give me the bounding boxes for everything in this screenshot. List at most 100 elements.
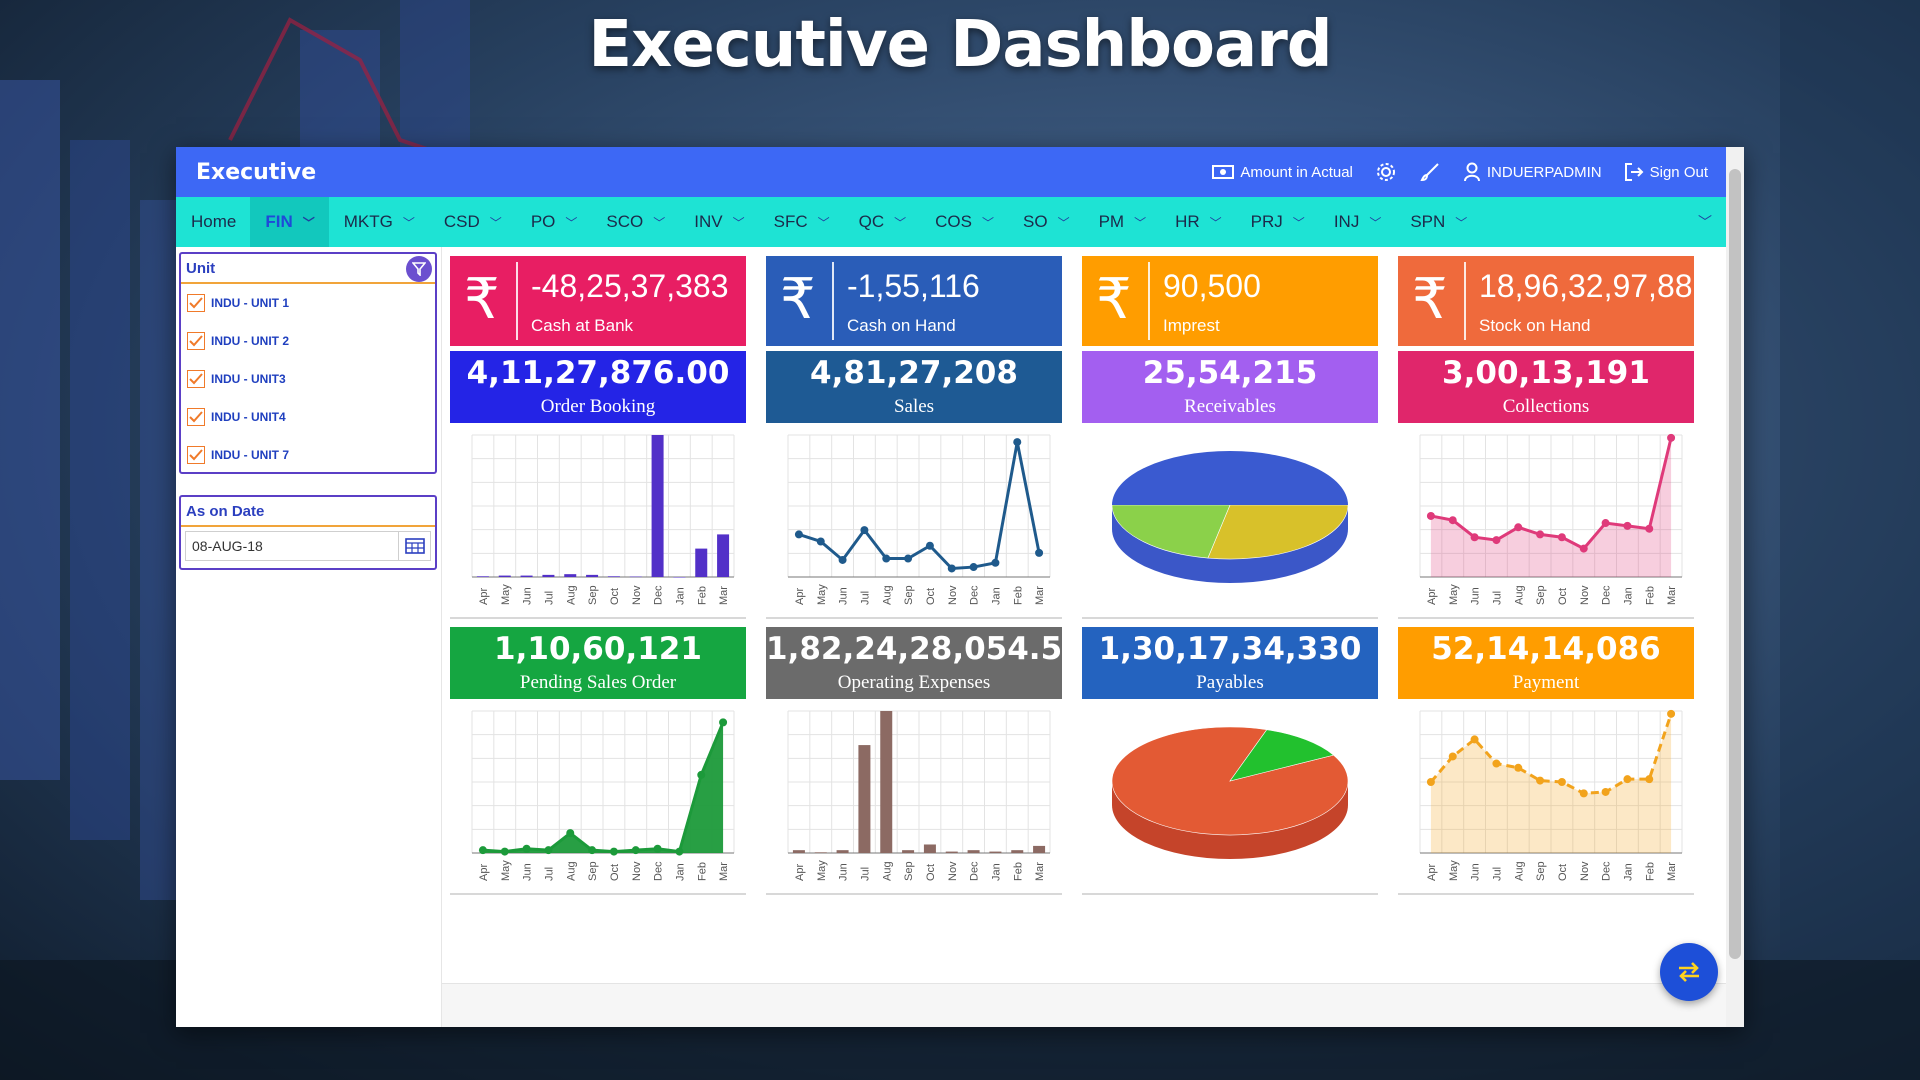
data-point[interactable]: [991, 558, 1000, 567]
unit-checkbox[interactable]: [187, 408, 205, 426]
bar[interactable]: [695, 548, 708, 577]
sign-out-button[interactable]: Sign Out: [1624, 162, 1708, 182]
bar[interactable]: [792, 850, 805, 853]
data-point[interactable]: [1623, 521, 1632, 530]
data-point[interactable]: [1557, 778, 1566, 786]
metric-tile-order-booking[interactable]: 4,11,27,876.00 Order Booking: [450, 351, 746, 423]
scrollbar[interactable]: [1726, 147, 1744, 1027]
scroll-thumb[interactable]: [1729, 169, 1741, 959]
metric-tile-receivables[interactable]: 25,54,215 Receivables: [1082, 351, 1378, 423]
unit-option[interactable]: INDU - UNIT3: [181, 360, 435, 398]
bar[interactable]: [498, 575, 511, 577]
calendar-button[interactable]: [398, 532, 430, 560]
data-point[interactable]: [478, 846, 487, 855]
data-point[interactable]: [1426, 511, 1435, 520]
nav-item-inj[interactable]: INJ ﹀: [1319, 197, 1396, 247]
theme-button[interactable]: [1419, 161, 1441, 183]
nav-item-sfc[interactable]: SFC ﹀: [759, 197, 844, 247]
unit-checkbox[interactable]: [187, 332, 205, 350]
data-point[interactable]: [1448, 516, 1457, 525]
data-point[interactable]: [882, 554, 891, 563]
data-point[interactable]: [1470, 735, 1479, 744]
bar[interactable]: [520, 575, 533, 577]
data-point[interactable]: [1448, 752, 1457, 761]
data-point[interactable]: [1013, 438, 1022, 447]
data-point[interactable]: [544, 846, 553, 855]
data-point[interactable]: [1557, 533, 1566, 542]
data-point[interactable]: [588, 846, 597, 855]
nav-item-hr[interactable]: HR ﹀: [1160, 197, 1236, 247]
data-point[interactable]: [1426, 778, 1435, 786]
data-point[interactable]: [1514, 523, 1523, 532]
pie-slice[interactable]: [1111, 504, 1231, 559]
data-point[interactable]: [860, 526, 869, 535]
metric-tile-sales[interactable]: 4,81,27,208 Sales: [766, 351, 1062, 423]
data-point[interactable]: [969, 563, 978, 572]
bar[interactable]: [1033, 845, 1046, 853]
data-point[interactable]: [653, 844, 662, 853]
bar[interactable]: [717, 534, 730, 577]
bar[interactable]: [836, 850, 849, 853]
bar[interactable]: [629, 576, 642, 578]
unit-option[interactable]: INDU - UNIT 1: [181, 284, 435, 322]
metric-tile-operating-expenses[interactable]: 1,82,24,28,054.51 Operating Expenses: [766, 627, 1084, 699]
nav-item-qc[interactable]: QC ﹀: [844, 197, 921, 247]
nav-item-mktg[interactable]: MKTG ﹀: [329, 197, 429, 247]
settings-button[interactable]: [1375, 161, 1397, 183]
data-point[interactable]: [904, 554, 913, 563]
data-point[interactable]: [697, 770, 706, 779]
metric-tile-payables[interactable]: 1,30,17,34,330 Payables: [1082, 627, 1378, 699]
data-point[interactable]: [1579, 544, 1588, 553]
bar[interactable]: [967, 850, 980, 853]
kpi-tile-cash-on-hand[interactable]: ₹ -1,55,116 Cash on Hand: [766, 256, 1062, 346]
user-menu[interactable]: INDUERPADMIN: [1463, 162, 1602, 182]
kpi-tile-stock-on-hand[interactable]: ₹18,96,32,97,882 Stock on Hand: [1398, 256, 1710, 346]
bar[interactable]: [945, 851, 958, 853]
nav-item-pm[interactable]: PM ﹀: [1084, 197, 1161, 247]
swap-button[interactable]: [1660, 943, 1718, 1001]
bar[interactable]: [651, 435, 664, 577]
pie-slice[interactable]: [1207, 504, 1349, 560]
data-point[interactable]: [1645, 524, 1654, 533]
bar[interactable]: [989, 851, 1002, 853]
data-point[interactable]: [522, 844, 531, 853]
filter-button[interactable]: [406, 256, 432, 282]
data-point[interactable]: [566, 829, 575, 838]
bar[interactable]: [607, 576, 620, 577]
bar[interactable]: [880, 711, 893, 853]
unit-option[interactable]: INDU - UNIT4: [181, 398, 435, 436]
amount-toggle[interactable]: Amount in Actual: [1212, 164, 1353, 181]
data-point[interactable]: [1645, 775, 1654, 784]
bar[interactable]: [902, 850, 915, 853]
data-point[interactable]: [1667, 433, 1676, 442]
data-point[interactable]: [947, 564, 956, 573]
nav-item-csd[interactable]: CSD ﹀: [429, 197, 516, 247]
nav-item-sco[interactable]: SCO ﹀: [591, 197, 679, 247]
unit-checkbox[interactable]: [187, 446, 205, 464]
data-point[interactable]: [838, 555, 847, 564]
data-point[interactable]: [1536, 776, 1545, 785]
nav-more-button[interactable]: ﹀: [1684, 197, 1726, 247]
nav-item-inv[interactable]: INV ﹀: [679, 197, 758, 247]
metric-tile-payment[interactable]: 52,14,14,086 Payment: [1398, 627, 1694, 699]
data-point[interactable]: [500, 847, 509, 856]
data-point[interactable]: [675, 847, 684, 856]
data-point[interactable]: [719, 718, 728, 727]
data-point[interactable]: [1035, 548, 1044, 557]
data-point[interactable]: [1514, 763, 1523, 772]
metric-tile-collections[interactable]: 3,00,13,191 Collections: [1398, 351, 1694, 423]
data-point[interactable]: [1601, 787, 1610, 796]
data-point[interactable]: [1601, 519, 1610, 528]
nav-item-cos[interactable]: COS ﹀: [920, 197, 1008, 247]
bar[interactable]: [586, 574, 599, 577]
metric-tile-pending-sales-order[interactable]: 1,10,60,121 Pending Sales Order: [450, 627, 746, 699]
data-point[interactable]: [1470, 533, 1479, 542]
data-point[interactable]: [1623, 775, 1632, 784]
nav-item-prj[interactable]: PRJ ﹀: [1236, 197, 1319, 247]
data-point[interactable]: [1492, 759, 1501, 768]
nav-item-po[interactable]: PO ﹀: [516, 197, 592, 247]
bar[interactable]: [476, 576, 489, 577]
bar[interactable]: [858, 745, 871, 853]
pie-slice[interactable]: [1229, 729, 1335, 782]
data-point[interactable]: [794, 530, 803, 539]
